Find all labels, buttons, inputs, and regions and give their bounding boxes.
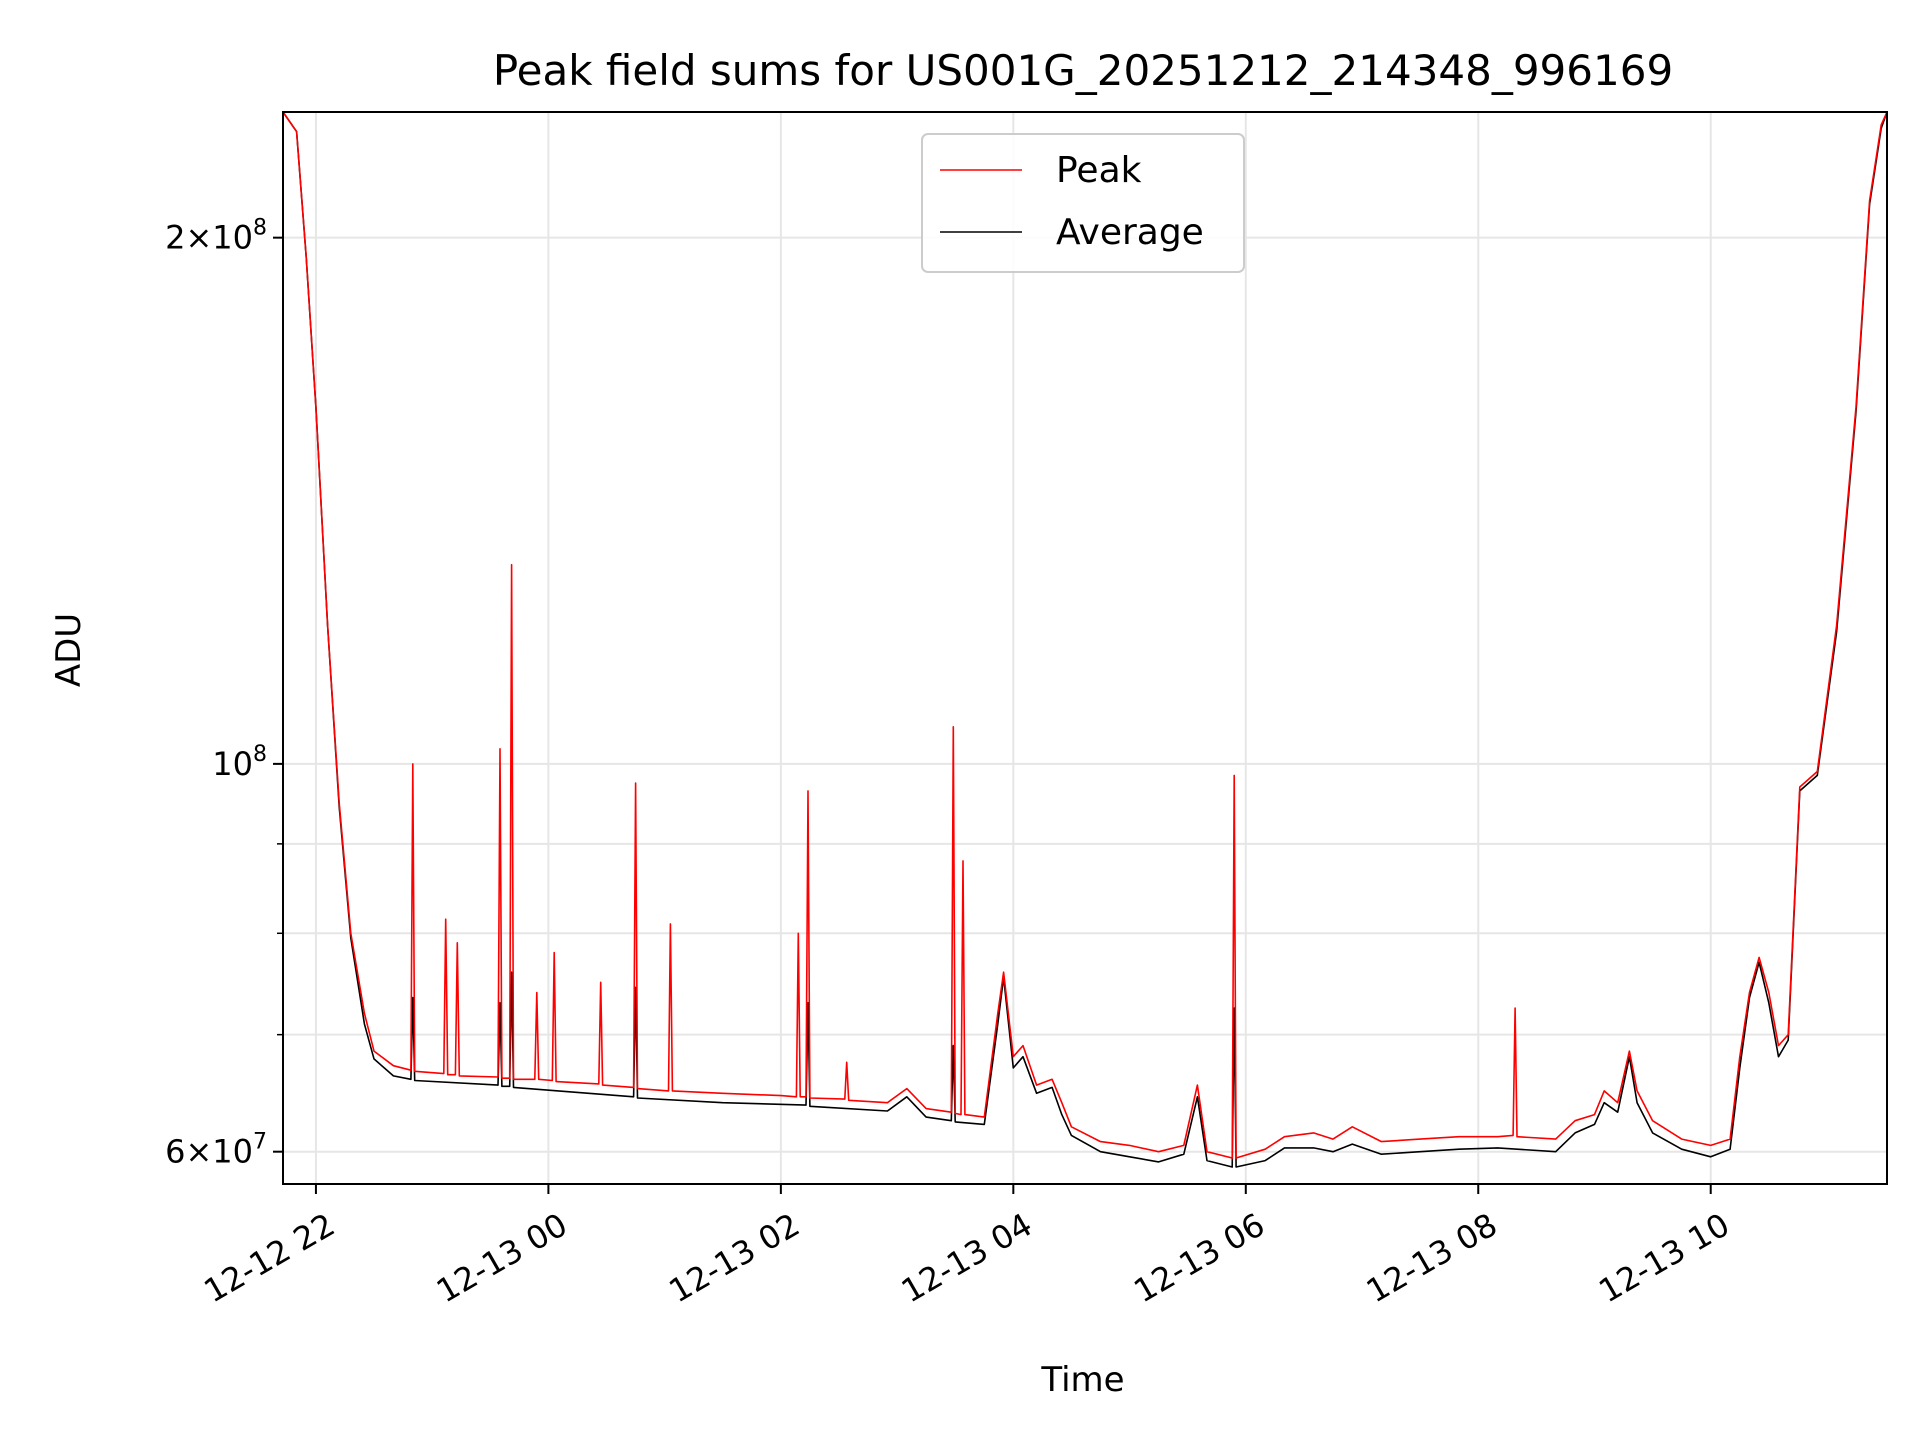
y-tick-label: 108: [212, 742, 267, 783]
y-axis-ticks: 6×107 108 2×108: [165, 216, 283, 1171]
series-line-average: [282, 111, 1888, 1168]
y-tick-label: 6×107: [165, 1130, 267, 1171]
y-axis-title: ADU: [49, 613, 89, 687]
legend-label-average: Average: [1056, 212, 1204, 253]
legend-box: [921, 133, 1245, 273]
series-line-peak: [282, 111, 1888, 1159]
plot-frame: [282, 111, 1888, 1185]
y-tick-label: 2×108: [165, 216, 267, 257]
x-axis-title: Time: [1040, 1360, 1124, 1400]
plot-series: [282, 111, 1888, 1168]
chart-title: Peak field sums for US001G_20251212_2143…: [493, 46, 1673, 95]
legend: Peak Average: [921, 133, 1245, 273]
legend-label-peak: Peak: [1056, 150, 1142, 191]
